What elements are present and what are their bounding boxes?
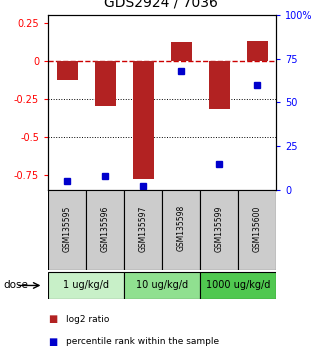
Text: log2 ratio: log2 ratio xyxy=(66,315,109,324)
Text: GSM135595: GSM135595 xyxy=(63,205,72,252)
Bar xyxy=(238,190,276,270)
Text: dose: dose xyxy=(3,280,28,291)
Bar xyxy=(124,190,162,270)
Text: ■: ■ xyxy=(48,337,57,347)
Bar xyxy=(200,190,238,270)
Bar xyxy=(95,61,116,106)
Bar xyxy=(200,272,276,299)
Text: 1 ug/kg/d: 1 ug/kg/d xyxy=(63,280,109,291)
Bar xyxy=(171,42,192,61)
Text: percentile rank within the sample: percentile rank within the sample xyxy=(66,337,219,346)
Text: ■: ■ xyxy=(48,314,57,324)
Text: GSM135596: GSM135596 xyxy=(100,205,110,252)
Bar xyxy=(48,272,124,299)
Bar xyxy=(162,190,200,270)
Text: 10 ug/kg/d: 10 ug/kg/d xyxy=(136,280,188,291)
Bar xyxy=(86,190,124,270)
Bar xyxy=(57,61,78,80)
Bar xyxy=(133,61,153,179)
Text: GSM135600: GSM135600 xyxy=(253,205,262,252)
Text: GSM135599: GSM135599 xyxy=(214,205,224,252)
Text: GSM135598: GSM135598 xyxy=(177,205,186,251)
Text: GSM135597: GSM135597 xyxy=(139,205,148,252)
Text: 1000 ug/kg/d: 1000 ug/kg/d xyxy=(206,280,270,291)
Text: GDS2924 / 7036: GDS2924 / 7036 xyxy=(104,0,217,10)
Bar xyxy=(209,61,230,109)
Bar xyxy=(48,190,86,270)
Bar xyxy=(124,272,200,299)
Bar xyxy=(247,41,267,61)
